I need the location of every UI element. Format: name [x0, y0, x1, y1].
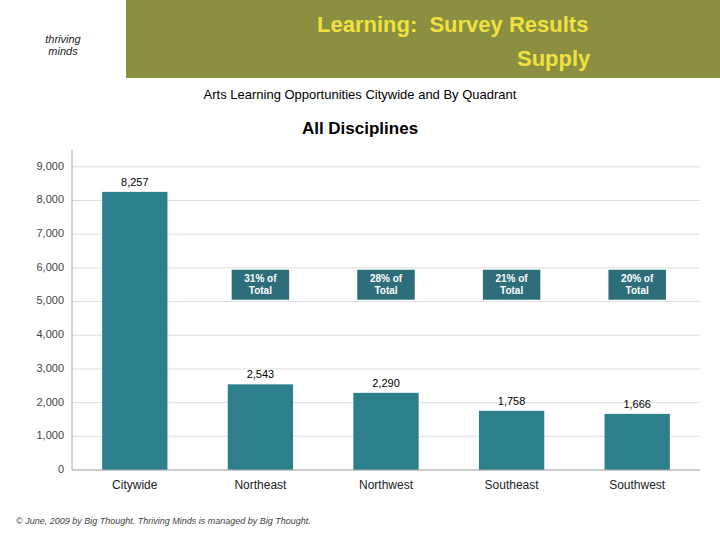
y-grid — [72, 167, 700, 470]
annotation-text: 20% ofTotal — [621, 272, 654, 295]
y-axis-line — [72, 150, 73, 470]
x-axis-line — [72, 470, 700, 471]
data-label: 1,666 — [623, 398, 651, 410]
data-label: 8,257 — [121, 176, 149, 188]
x-tick-label: Citywide — [112, 478, 158, 492]
annotation-box — [357, 270, 414, 300]
footer: © June, 2009 by Big Thought. Thriving Mi… — [16, 516, 311, 526]
bar — [605, 414, 670, 470]
logo-text: thrivingminds — [45, 33, 81, 57]
y-tick-label: 2,000 — [36, 396, 64, 408]
y-tick-label: 3,000 — [36, 362, 64, 374]
y-tick-label: 9,000 — [36, 160, 64, 172]
header-text: Learning: Survey Results — [317, 12, 588, 37]
y-tick-label: 1,000 — [36, 429, 64, 441]
annotation-text: 31% ofTotal — [244, 272, 277, 295]
y-tick-label: 4,000 — [36, 328, 64, 340]
chart-title: All Disciplines — [302, 119, 418, 138]
annotation-box — [608, 270, 665, 300]
data-label: 2,543 — [247, 368, 275, 380]
y-tick-label: 7,000 — [36, 227, 64, 239]
annotation-box — [232, 270, 289, 300]
annotation-text: 28% ofTotal — [370, 272, 403, 295]
bar — [353, 393, 418, 470]
annotation-box — [483, 270, 540, 300]
x-tick-label: Northwest — [359, 478, 414, 492]
data-label: 2,290 — [372, 377, 400, 389]
background — [0, 0, 720, 540]
grid-line — [72, 166, 700, 167]
y-tick-label: 5,000 — [36, 294, 64, 306]
bar — [102, 192, 167, 470]
y-tick-label: 6,000 — [36, 261, 64, 273]
grid-line — [72, 470, 700, 471]
data-label: 1,758 — [498, 395, 526, 407]
header-banner — [126, 0, 720, 78]
chart-root: thrivingminds Learning: Survey Results Sup… — [0, 0, 720, 540]
x-tick-label: Northeast — [234, 478, 287, 492]
annotation-text: 21% ofTotal — [495, 272, 528, 295]
header-text: Supply — [517, 46, 591, 71]
x-tick-label: Southwest — [609, 478, 666, 492]
x-tick-label: Southeast — [485, 478, 540, 492]
y-tick-label: 8,000 — [36, 193, 64, 205]
bar — [479, 411, 544, 470]
y-tick-label: 0 — [58, 463, 64, 475]
bars — [102, 192, 670, 470]
subtitle: Arts Learning Opportunities Citywide and… — [204, 87, 517, 102]
bar — [228, 384, 293, 470]
